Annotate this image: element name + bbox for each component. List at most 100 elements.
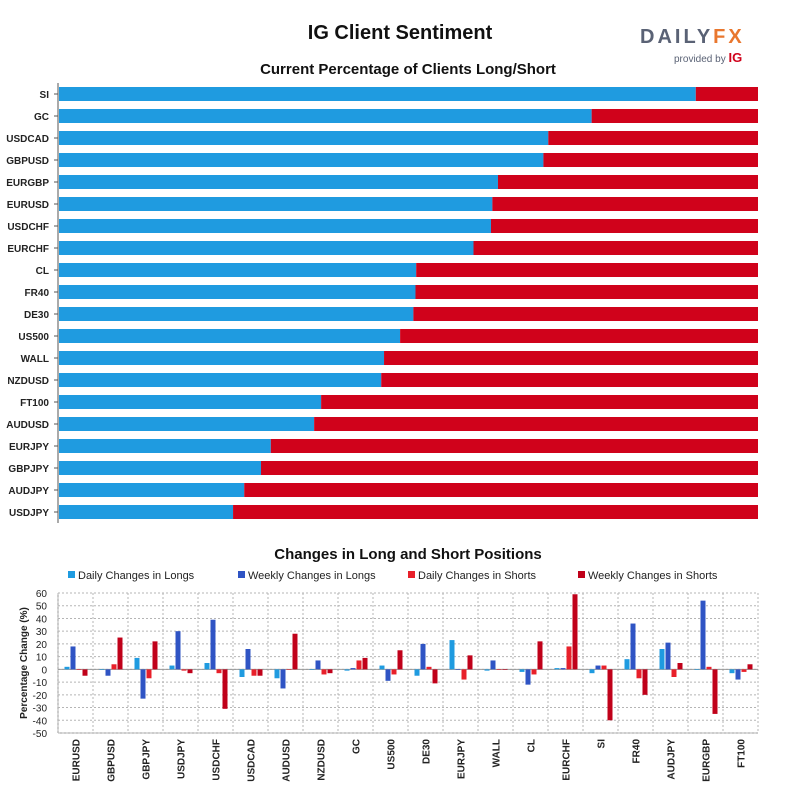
bar-daily-short-fr40 — [636, 669, 642, 679]
bar-weekly-long-cl — [525, 669, 531, 685]
bar-short-eurjpy — [270, 439, 758, 453]
legend-swatch — [68, 571, 75, 578]
bar-daily-long-eurchf — [554, 668, 560, 670]
bar-long-nzdusd — [59, 373, 382, 387]
bar-daily-long-audjpy — [659, 649, 665, 670]
bar-daily-short-nzdusd — [321, 669, 327, 675]
chart1-category-label: AUDJPY — [8, 486, 49, 497]
bar-daily-short-usdchf — [216, 669, 222, 674]
bar-weekly-short-eurjpy — [467, 655, 473, 670]
chart2-y-tick-label: -40 — [33, 716, 48, 727]
bar-daily-short-eurjpy — [461, 669, 467, 680]
chart1-category-label: EURUSD — [7, 200, 49, 211]
bar-weekly-short-usdcad — [257, 669, 263, 676]
bar-weekly-short-us500 — [397, 650, 403, 670]
chart2-y-axis-label: Percentage Change (%) — [19, 607, 30, 719]
bar-short-usdcad — [548, 131, 758, 145]
chart2-x-tick-label: EURJPY — [457, 739, 468, 779]
chart2-x-tick-label: CL — [527, 739, 538, 752]
bar-weekly-short-usdjpy — [187, 669, 193, 674]
chart1-category-label: USDCAD — [6, 134, 49, 145]
bar-short-wall — [384, 351, 758, 365]
bar-weekly-long-usdjpy — [175, 631, 181, 670]
bar-long-gbpjpy — [59, 461, 262, 475]
bar-weekly-long-usdcad — [245, 649, 251, 670]
bar-short-eurusd — [492, 197, 758, 211]
chart2-x-tick-label: SI — [597, 739, 608, 749]
bar-daily-short-de30 — [426, 666, 432, 670]
bar-weekly-short-ft100 — [747, 664, 753, 670]
bar-short-audusd — [314, 417, 758, 431]
chart1-title: Current Percentage of Clients Long/Short — [260, 61, 556, 78]
chart2-x-tick-label: GBPJPY — [142, 739, 153, 780]
bar-short-cl — [416, 263, 758, 277]
bar-long-eurchf — [59, 241, 474, 255]
bar-weekly-long-audjpy — [665, 642, 671, 670]
bar-long-audusd — [59, 417, 315, 431]
bar-daily-long-nzdusd — [309, 669, 315, 670]
bar-weekly-short-eurchf — [572, 594, 578, 670]
chart2-y-tick-label: 0 — [41, 665, 47, 676]
dailyfx-wordmark: DAILYFX — [640, 26, 745, 48]
chart2-y-tick-label: -20 — [33, 691, 48, 702]
bar-short-nzdusd — [381, 373, 758, 387]
bar-long-de30 — [59, 307, 414, 321]
bar-long-eurusd — [59, 197, 493, 211]
bar-daily-short-cl — [531, 669, 537, 675]
bar-weekly-short-cl — [537, 641, 543, 670]
bar-short-audjpy — [244, 483, 759, 497]
chart1-category-label: USDJPY — [9, 508, 49, 519]
chart2-x-tick-label: USDCHF — [212, 739, 223, 781]
bar-daily-long-eurusd — [64, 666, 70, 670]
bar-weekly-long-gbpusd — [105, 669, 111, 676]
bar-daily-short-gc — [356, 660, 362, 670]
bar-daily-short-gbpjpy — [146, 669, 152, 679]
bar-daily-short-wall — [496, 669, 502, 670]
bar-weekly-long-si — [595, 665, 601, 670]
chart1-category-label: AUDUSD — [6, 420, 49, 431]
chart2-x-tick-label: WALL — [492, 739, 503, 767]
chart1-category-label: US500 — [18, 332, 49, 343]
chart2-y-tick-label: 60 — [36, 589, 48, 600]
chart1-category-label: FT100 — [20, 398, 49, 409]
chart1-category-label: DE30 — [24, 310, 49, 321]
chart1-category-label: GBPJPY — [8, 464, 49, 475]
bar-weekly-long-wall — [490, 660, 496, 670]
chart1-category-label: NZDUSD — [7, 376, 49, 387]
bar-weekly-short-nzdusd — [327, 669, 333, 674]
bar-daily-long-ft100 — [729, 669, 735, 674]
bar-weekly-long-audusd — [280, 669, 286, 689]
chart1-category-label: USDCHF — [7, 222, 49, 233]
bar-long-eurjpy — [59, 439, 271, 453]
bar-daily-short-eurgbp — [706, 666, 712, 670]
bar-long-audjpy — [59, 483, 245, 497]
bar-daily-long-gc — [344, 669, 350, 671]
legend-swatch — [238, 571, 245, 578]
bar-daily-long-gbpjpy — [134, 657, 140, 670]
bar-weekly-long-eurusd — [70, 646, 76, 670]
bar-long-wall — [59, 351, 385, 365]
bar-daily-long-si — [589, 669, 595, 674]
bar-short-eurgbp — [497, 175, 758, 189]
bar-weekly-short-audjpy — [677, 663, 683, 670]
bar-weekly-short-wall — [502, 669, 508, 670]
bar-weekly-long-nzdusd — [315, 660, 321, 670]
bar-weekly-long-eurchf — [560, 668, 566, 670]
chart1-category-label: EURJPY — [9, 442, 49, 453]
chart1-category-label: WALL — [21, 354, 49, 365]
bar-weekly-long-gbpjpy — [140, 669, 146, 699]
bar-long-usdcad — [59, 131, 549, 145]
bar-long-gbpusd — [59, 153, 544, 167]
chart1-category-label: FR40 — [25, 288, 50, 299]
bar-short-fr40 — [415, 285, 758, 299]
bar-long-si — [59, 87, 696, 101]
bar-daily-long-us500 — [379, 665, 385, 670]
bar-long-gc — [59, 109, 592, 123]
bar-daily-short-usdjpy — [181, 669, 187, 671]
bar-weekly-short-gbpusd — [117, 637, 123, 670]
bar-short-usdchf — [490, 219, 758, 233]
chart1-category-label: EURCHF — [7, 244, 49, 255]
legend-label: Daily Changes in Longs — [78, 570, 195, 582]
bar-short-usdjpy — [233, 505, 758, 519]
legend-swatch — [578, 571, 585, 578]
